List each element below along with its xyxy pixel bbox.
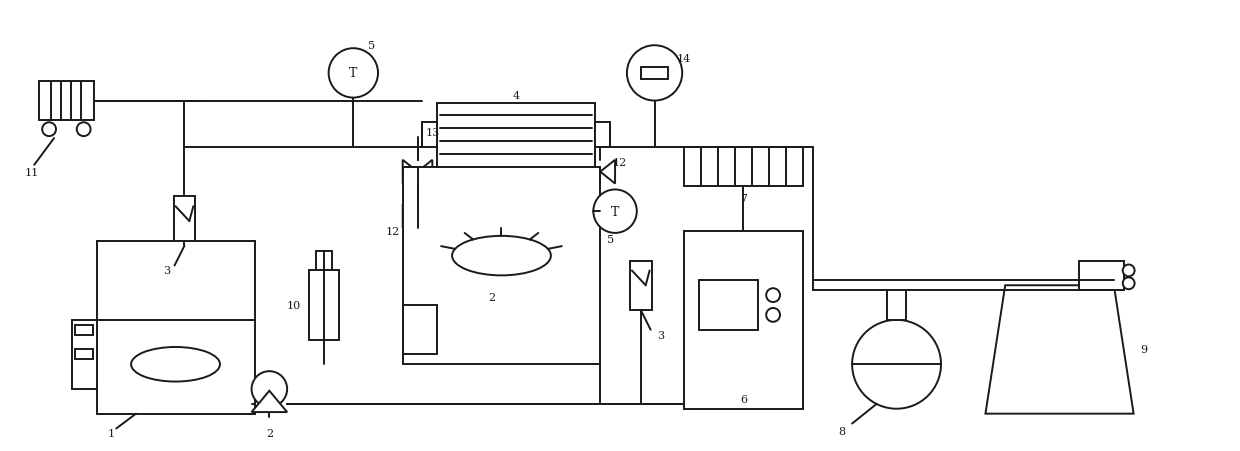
Text: 3: 3 <box>164 266 170 276</box>
Circle shape <box>1122 265 1135 277</box>
Text: 9: 9 <box>1140 345 1147 354</box>
Text: 3: 3 <box>657 330 665 340</box>
Polygon shape <box>403 161 418 184</box>
Ellipse shape <box>453 236 551 276</box>
Polygon shape <box>585 161 600 184</box>
Circle shape <box>474 238 510 274</box>
Circle shape <box>42 123 56 137</box>
Bar <box>403 305 438 354</box>
Circle shape <box>593 190 637 233</box>
Bar <box>423 123 438 147</box>
Bar <box>684 147 802 187</box>
Circle shape <box>852 320 941 409</box>
Polygon shape <box>403 205 418 229</box>
Bar <box>40 82 93 121</box>
Bar <box>684 231 802 409</box>
Text: 2: 2 <box>265 428 273 438</box>
Text: 6: 6 <box>740 394 746 404</box>
Bar <box>403 167 600 364</box>
Polygon shape <box>418 205 433 229</box>
Text: 5: 5 <box>367 41 374 51</box>
Bar <box>595 123 610 147</box>
Text: 4: 4 <box>512 90 520 101</box>
Ellipse shape <box>131 347 219 382</box>
Bar <box>1079 261 1123 290</box>
Text: T: T <box>611 205 619 218</box>
Polygon shape <box>418 161 433 184</box>
Text: 13: 13 <box>425 128 439 138</box>
Bar <box>641 68 668 80</box>
Text: 8: 8 <box>838 427 846 437</box>
Circle shape <box>77 123 91 137</box>
Bar <box>72 320 97 389</box>
Circle shape <box>252 371 288 407</box>
Text: T: T <box>350 67 357 80</box>
Bar <box>309 271 339 340</box>
Text: 5: 5 <box>606 235 614 244</box>
Text: 11: 11 <box>25 167 38 177</box>
Polygon shape <box>986 285 1133 414</box>
Bar <box>74 350 93 359</box>
Text: 7: 7 <box>740 194 746 204</box>
Bar <box>438 103 595 167</box>
Circle shape <box>766 308 780 322</box>
Polygon shape <box>252 391 288 412</box>
Circle shape <box>766 289 780 302</box>
Bar <box>74 325 93 335</box>
Circle shape <box>329 49 378 98</box>
Bar <box>630 261 651 310</box>
Text: 12: 12 <box>613 157 627 167</box>
Bar <box>699 281 759 330</box>
Text: 12: 12 <box>386 226 401 236</box>
Circle shape <box>1122 278 1135 290</box>
Circle shape <box>627 46 682 101</box>
Bar <box>316 251 331 271</box>
Text: 2: 2 <box>489 292 495 303</box>
Bar <box>887 290 906 320</box>
Text: 1: 1 <box>108 428 115 438</box>
Text: 10: 10 <box>286 300 301 310</box>
Bar <box>97 241 254 414</box>
Text: 14: 14 <box>677 54 692 64</box>
Polygon shape <box>474 258 510 279</box>
Polygon shape <box>600 161 615 184</box>
Bar <box>174 197 195 246</box>
